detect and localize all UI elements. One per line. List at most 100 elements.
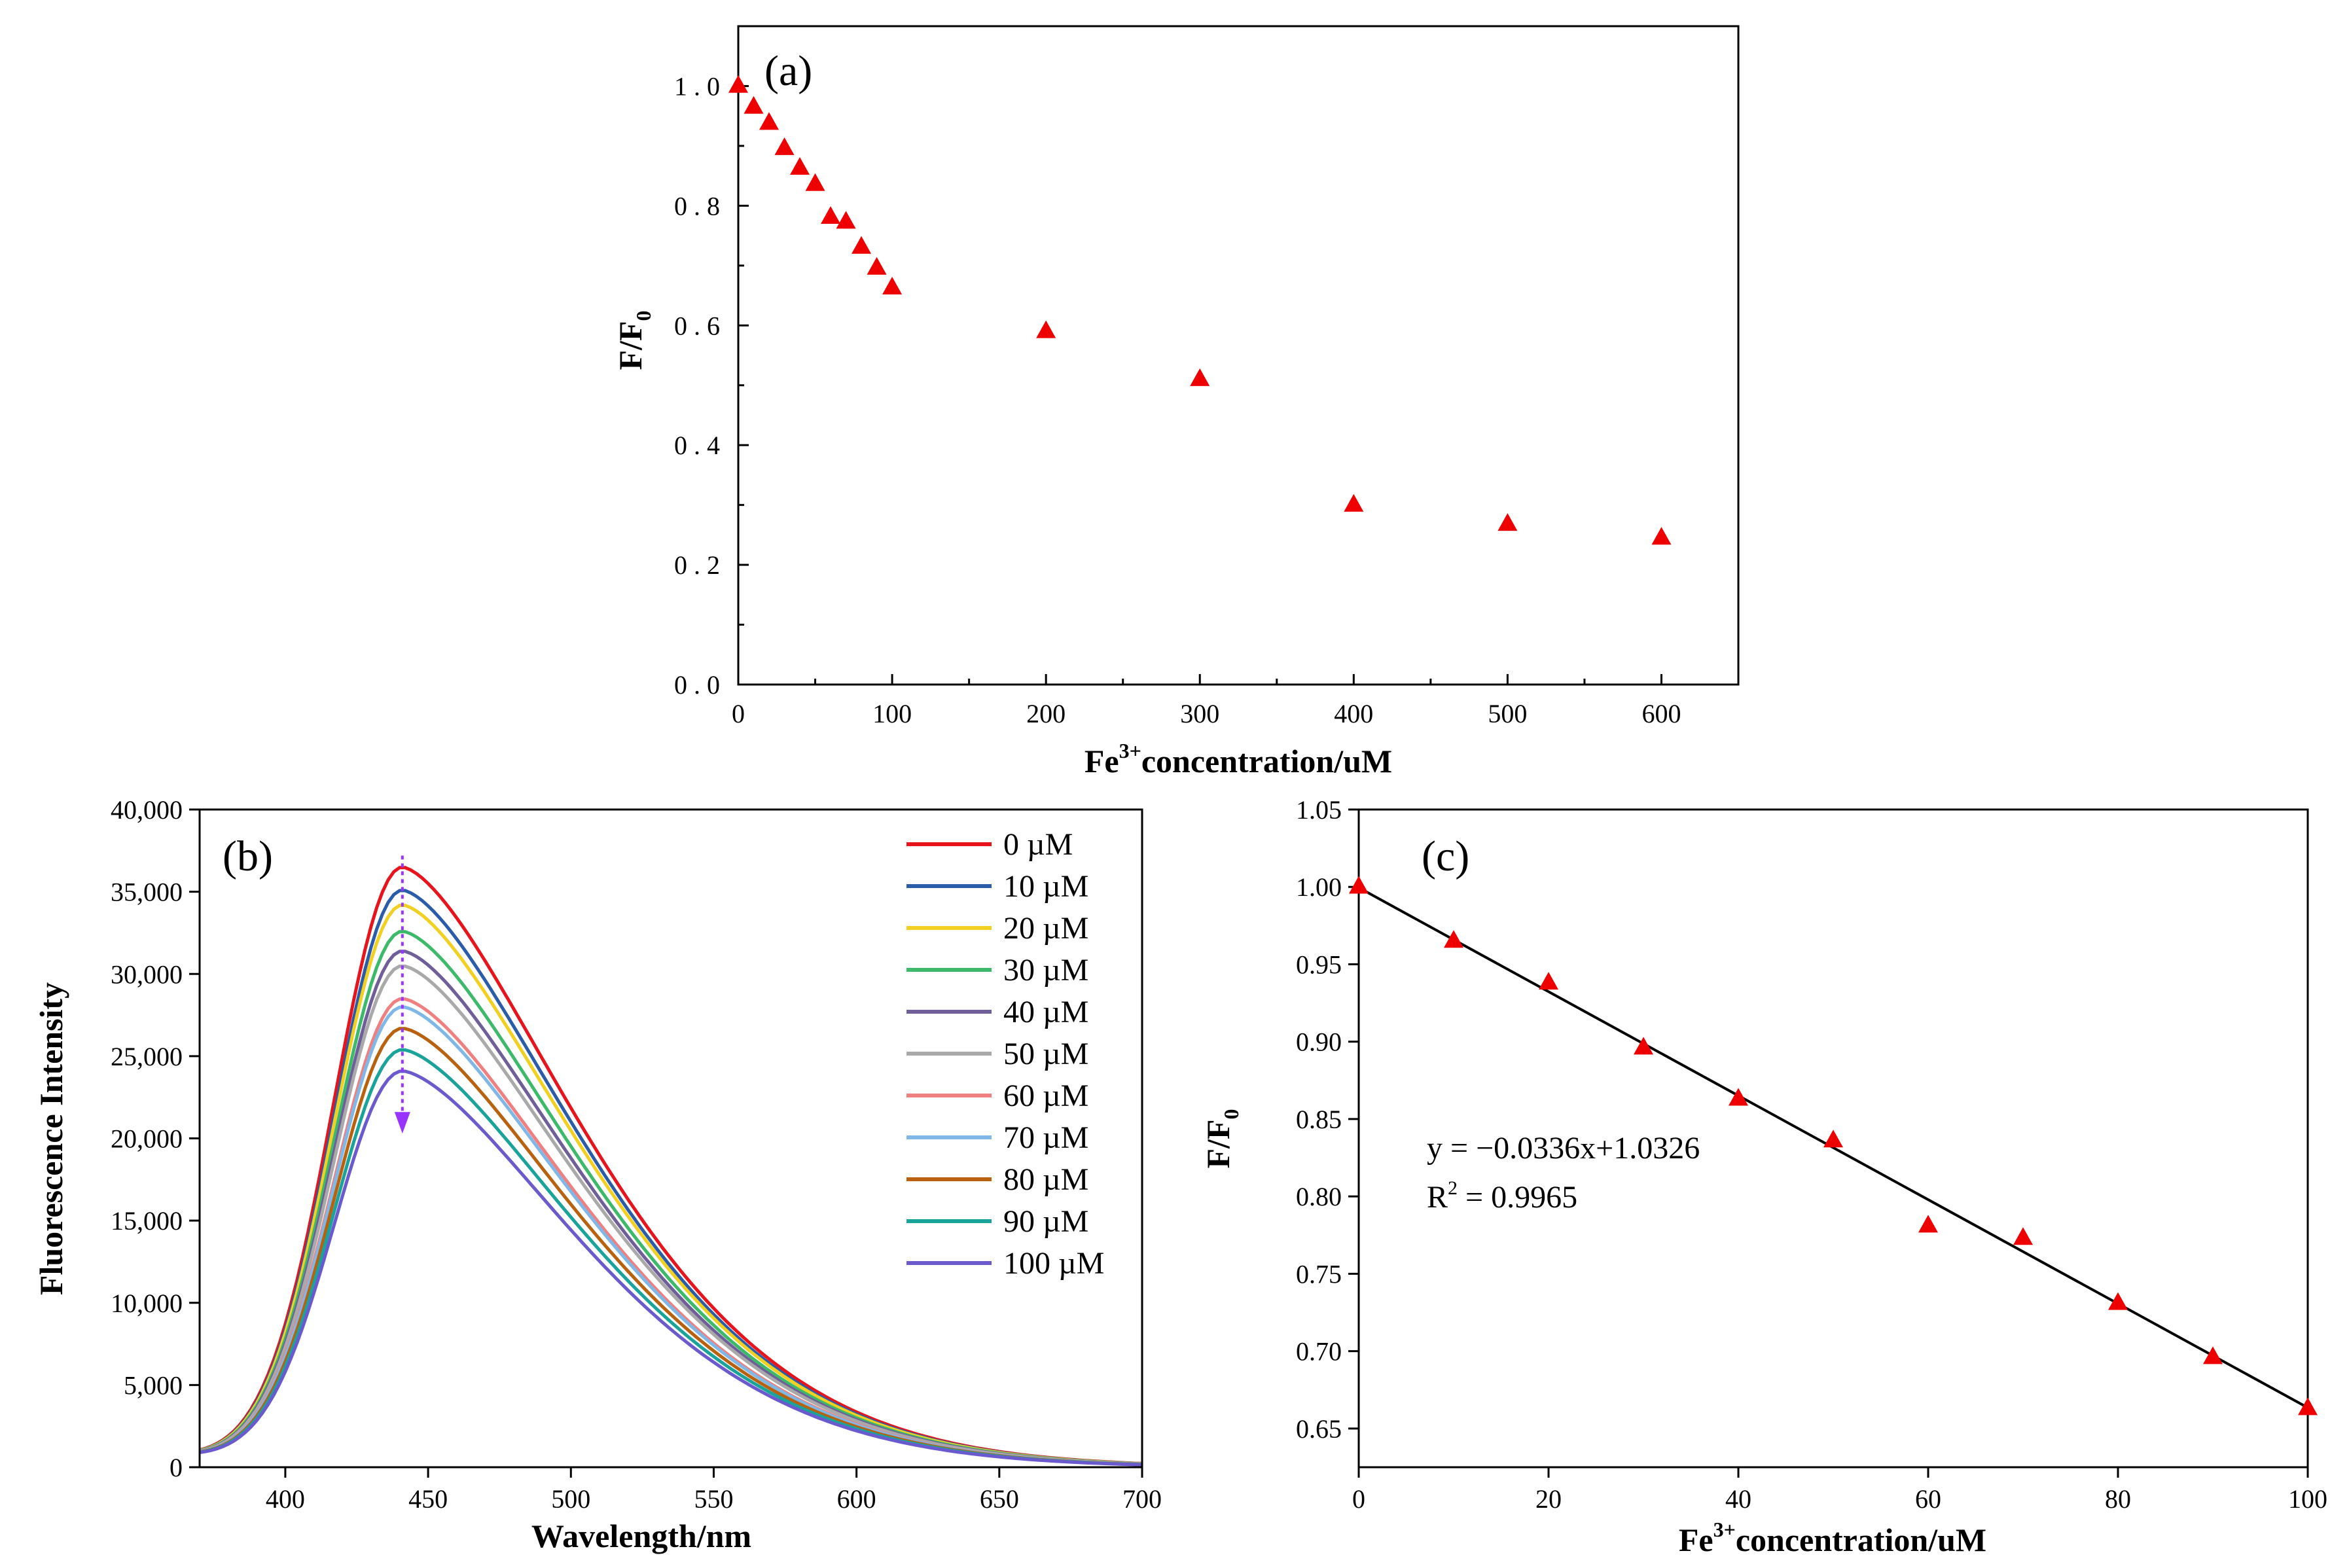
panel-c-x-ticks: 0 20 40 60 80 100 bbox=[1352, 1467, 2327, 1514]
panel-c-y-tick-label: 0.95 bbox=[1296, 950, 1342, 979]
panel-c-data-point bbox=[1918, 1215, 1938, 1233]
panel-b-y-tick-label: 15,000 bbox=[111, 1206, 183, 1236]
panel-b-spectrum-line bbox=[199, 1069, 1143, 1467]
panel-b-x-tick-label: 500 bbox=[551, 1484, 590, 1514]
panel-b-legend-label: 30 µM bbox=[1003, 953, 1088, 988]
panel-a-data-point bbox=[1344, 493, 1364, 512]
panel-c-y-tick-label: 1.05 bbox=[1296, 795, 1342, 825]
panel-b-legend-label: 70 µM bbox=[1003, 1120, 1088, 1155]
panel-c-y-tick-label: 0.80 bbox=[1296, 1182, 1342, 1211]
panel-a-data-point bbox=[805, 173, 825, 191]
panel-c-x-tick-label: 80 bbox=[2105, 1484, 2131, 1514]
panel-c-y-tick-label: 1.00 bbox=[1296, 872, 1342, 902]
panel-b-x-tick-label: 400 bbox=[266, 1484, 305, 1514]
panel-a-data-point bbox=[1190, 368, 1210, 386]
panel-c-x-tick-label: 20 bbox=[1535, 1484, 1562, 1514]
panel-c-x-tick-label: 100 bbox=[2288, 1484, 2327, 1514]
panel-a-y-axis-label: F/F0 bbox=[612, 311, 655, 370]
panel-a-y-ticks: 0 . 0 0 . 2 0 . 4 0 . 6 0 . 8 1 . 0 bbox=[674, 71, 749, 700]
panel-c-fit-equation: y = −0.0336x+1.0326 bbox=[1427, 1131, 1700, 1166]
panel-a-data-point bbox=[1036, 320, 1056, 338]
panel-c-data-point bbox=[1539, 972, 1558, 990]
panel-a-x-axis-label: Fe3+concentration/uM bbox=[1085, 739, 1392, 779]
panel-a-plot-frame bbox=[737, 25, 1740, 686]
panel-a-x-tick-label: 0 bbox=[732, 699, 745, 728]
panel-c-data-point bbox=[2298, 1397, 2318, 1416]
panel-b-y-tick-label: 25,000 bbox=[111, 1042, 183, 1071]
panel-b-legend-label: 90 µM bbox=[1003, 1204, 1088, 1239]
panel-c-x-tick-label: 60 bbox=[1915, 1484, 1941, 1514]
panel-c-y-tick-label: 0.70 bbox=[1296, 1337, 1342, 1366]
panel-c-data-point bbox=[1729, 1088, 1748, 1106]
panel-c-data-point bbox=[2013, 1227, 2033, 1245]
panel-c-fit-line bbox=[1358, 886, 2308, 1409]
panel-b-y-tick-label: 35,000 bbox=[111, 878, 183, 907]
panel-a-data-point bbox=[790, 157, 810, 175]
panel-c-data-point bbox=[1823, 1130, 1843, 1148]
panel-a-label: (a) bbox=[764, 47, 812, 95]
panel-b-arrow-head bbox=[394, 1112, 410, 1133]
panel-c-y-tick-label: 0.75 bbox=[1296, 1259, 1342, 1289]
panel-a-x-tick-label: 100 bbox=[872, 699, 912, 728]
panel-c-y-tick-label: 0.65 bbox=[1296, 1414, 1342, 1444]
panel-b-y-tick-label: 10,000 bbox=[111, 1289, 183, 1318]
panel-a: 0 100 200 300 400 500 600 0 . 0 0 . 2 0 . 4 0 . 6… bbox=[612, 25, 1740, 779]
panel-a-y-tick-label: 0 . 0 bbox=[674, 670, 720, 700]
panel-b-spectra bbox=[199, 866, 1143, 1467]
panel-a-data-point bbox=[728, 75, 748, 93]
panel-b-y-ticks: 0 5,000 10,000 15,000 20,000 25,000 30,000 35,0… bbox=[111, 795, 200, 1482]
panel-a-x-tick-label: 400 bbox=[1334, 699, 1373, 728]
panel-b-spectrum-line bbox=[199, 950, 1143, 1466]
panel-b-x-tick-label: 650 bbox=[980, 1484, 1019, 1514]
panel-a-y-tick-label: 0 . 8 bbox=[674, 191, 720, 221]
panel-b-y-tick-label: 30,000 bbox=[111, 959, 183, 989]
panel-c-data-point bbox=[2108, 1292, 2128, 1310]
panel-b-label: (b) bbox=[223, 832, 273, 880]
panel-a-data-point bbox=[836, 211, 856, 229]
panel-c-data-point bbox=[1634, 1037, 1653, 1055]
panel-a-data-points bbox=[728, 75, 1672, 545]
panel-b-x-tick-label: 550 bbox=[694, 1484, 733, 1514]
panel-b-y-tick-label: 20,000 bbox=[111, 1124, 183, 1154]
panel-b-x-tick-label: 600 bbox=[837, 1484, 876, 1514]
panel-c-r-squared: R2 = 0.9965 bbox=[1427, 1177, 1577, 1215]
panel-b: 400 450 500 550 600 650 700 0 5,000 10,000 15,000… bbox=[33, 795, 1162, 1554]
panel-c-y-ticks: 0.65 0.70 0.75 0.80 0.85 0.90 0.95 1.00 1.05 bbox=[1296, 795, 1359, 1444]
panel-b-legend-label: 50 µM bbox=[1003, 1037, 1088, 1071]
panel-b-y-axis-label: Fluorescence Intensity bbox=[33, 982, 69, 1295]
panel-b-spectrum-line bbox=[199, 964, 1143, 1466]
panel-a-data-point bbox=[867, 257, 887, 275]
panel-a-data-point bbox=[852, 236, 872, 254]
panel-a-y-tick-label: 1 . 0 bbox=[674, 71, 720, 101]
panel-a-data-point bbox=[882, 276, 903, 294]
panel-a-data-point bbox=[821, 206, 841, 224]
panel-b-y-tick-label: 5,000 bbox=[124, 1370, 183, 1400]
panel-c-fit-line-group bbox=[1358, 886, 2308, 1409]
panel-a-y-tick-label: 0 . 4 bbox=[674, 431, 720, 460]
panel-b-legend-label: 0 µM bbox=[1003, 827, 1073, 862]
panel-a-data-point bbox=[759, 112, 780, 130]
panel-b-legend: 0 µM 10 µM 20 µM 30 µM 40 µM 50 µM 60 µM 70 µM 8… bbox=[906, 827, 1104, 1281]
panel-a-data-point bbox=[1497, 513, 1518, 531]
panel-a-x-tick-label: 500 bbox=[1488, 699, 1527, 728]
panel-b-legend-label: 40 µM bbox=[1003, 995, 1088, 1029]
panel-c-x-tick-label: 0 bbox=[1352, 1484, 1365, 1514]
panel-b-legend-label: 20 µM bbox=[1003, 911, 1088, 946]
panel-c-x-tick-label: 40 bbox=[1725, 1484, 1751, 1514]
panel-c-data-point bbox=[1444, 930, 1463, 948]
panel-c: 0 20 40 60 80 100 0.65 0.70 0.75 0.80 0.85 0.90 0.9… bbox=[1200, 795, 2327, 1558]
panel-b-y-tick-label: 40,000 bbox=[111, 795, 183, 825]
panel-b-spectrum-line bbox=[199, 866, 1143, 1465]
panel-b-legend-label: 60 µM bbox=[1003, 1078, 1088, 1113]
panel-a-data-point bbox=[1651, 527, 1672, 545]
panel-b-y-tick-label: 0 bbox=[170, 1453, 183, 1482]
panel-b-legend-label: 100 µM bbox=[1003, 1246, 1104, 1281]
panel-b-x-tick-label: 450 bbox=[408, 1484, 448, 1514]
panel-a-data-point bbox=[774, 137, 795, 155]
panel-c-y-axis-label: F/F0 bbox=[1200, 1109, 1243, 1169]
panel-c-plot-frame bbox=[1357, 808, 2309, 1469]
panel-c-label: (c) bbox=[1422, 832, 1469, 880]
panel-a-y-tick-label: 0 . 2 bbox=[674, 550, 720, 580]
panel-c-x-axis-label: Fe3+concentration/uM bbox=[1679, 1518, 1986, 1558]
panel-b-x-tick-label: 700 bbox=[1122, 1484, 1162, 1514]
